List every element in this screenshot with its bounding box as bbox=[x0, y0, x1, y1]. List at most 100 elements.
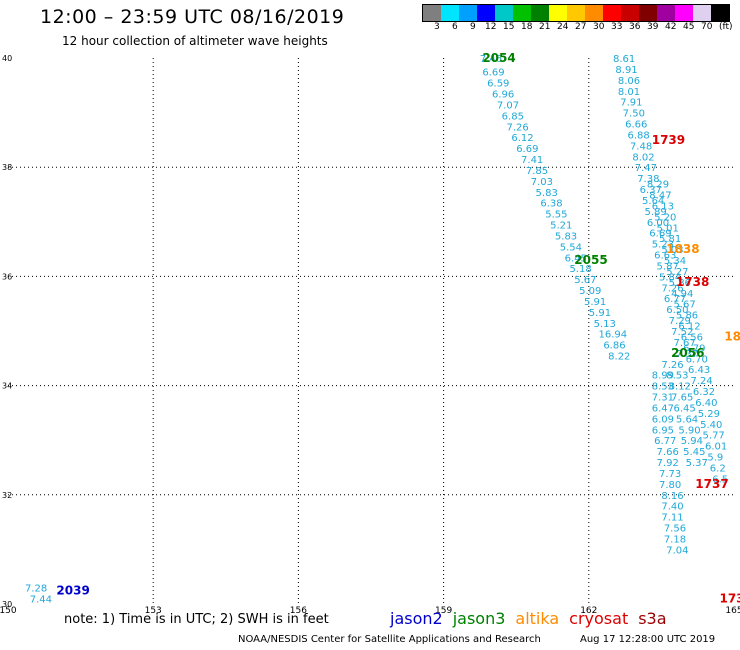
wave-height-point: 7.47 bbox=[635, 163, 657, 174]
y-tick-label: 32 bbox=[2, 491, 12, 500]
pass-time-label: 2055 bbox=[574, 253, 607, 267]
pass-time-label: 2056 bbox=[671, 346, 704, 360]
wave-height-point: 7.66 bbox=[657, 447, 679, 458]
wave-height-point: 7.44 bbox=[30, 595, 52, 606]
wave-height-point: 5.64 bbox=[642, 196, 664, 207]
wave-height-point: 5.67 bbox=[574, 275, 596, 286]
color-swatch bbox=[549, 5, 567, 21]
color-scale-label: 3 bbox=[434, 22, 440, 32]
pass-time-label: 1739 bbox=[652, 133, 685, 147]
pass-time-label: 2054 bbox=[482, 51, 515, 65]
color-swatch bbox=[693, 5, 711, 21]
wave-height-point: 7.31 bbox=[652, 393, 674, 404]
wave-height-point: 7.24 bbox=[690, 376, 712, 387]
satellite-label-jason3: jason3 bbox=[452, 609, 506, 628]
wave-height-point: 8.61 bbox=[613, 54, 635, 65]
chart-subtitle: 12 hour collection of altimeter wave hei… bbox=[62, 34, 328, 48]
wave-height-point: 16.94 bbox=[598, 330, 627, 341]
credit-line: NOAA/NESDIS Center for Satellite Applica… bbox=[238, 634, 541, 645]
wave-height-point: 8.22 bbox=[608, 352, 630, 363]
chart-note: note: 1) Time is in UTC; 2) SWH is in fe… bbox=[64, 612, 329, 627]
wave-height-point: 6.79 bbox=[683, 343, 705, 354]
wave-height-point: 6.12 bbox=[511, 133, 533, 144]
color-swatch bbox=[657, 5, 675, 21]
wave-height-point: 7.37 bbox=[676, 349, 698, 360]
color-swatch bbox=[477, 5, 495, 21]
wave-height-point: 5.29 bbox=[698, 409, 720, 420]
wave-height-point: 8.47 bbox=[649, 191, 671, 202]
x-tick-label: 150 bbox=[0, 606, 17, 616]
x-tick-label: 159 bbox=[435, 606, 452, 616]
wave-height-point: 5.67 bbox=[674, 300, 696, 311]
color-scale-label: 24 bbox=[557, 22, 569, 32]
color-swatch bbox=[513, 5, 531, 21]
wave-height-point: 8.01 bbox=[618, 87, 640, 98]
satellite-label-jason2: jason2 bbox=[390, 609, 443, 628]
y-tick-label: 30 bbox=[2, 600, 12, 609]
wave-height-point: 5.45 bbox=[683, 447, 705, 458]
x-tick-label: 165 bbox=[725, 606, 740, 616]
wave-height-point: 7.40 bbox=[661, 502, 683, 513]
color-scale-label: 30 bbox=[593, 22, 605, 32]
wave-height-point: 6.01 bbox=[705, 442, 727, 453]
wave-height-point: 7.28 bbox=[25, 584, 47, 595]
color-scale-label: 9 bbox=[470, 22, 476, 32]
wave-height-point: 8.29 bbox=[647, 180, 669, 191]
color-scale-label: 33 bbox=[611, 22, 623, 32]
wave-height-point: 6.77 bbox=[654, 436, 676, 447]
wave-height-point: 5.91 bbox=[584, 297, 606, 308]
wave-height-point: 8.12 bbox=[669, 382, 691, 393]
color-scale-label: 18 bbox=[521, 22, 533, 32]
wave-height-point: 6.00 bbox=[647, 218, 669, 229]
x-tick-label: 156 bbox=[290, 606, 307, 616]
color-swatch bbox=[585, 5, 603, 21]
wave-height-point: 5.37 bbox=[686, 458, 708, 469]
color-swatch bbox=[675, 5, 693, 21]
wave-height-point: 5.21 bbox=[550, 221, 572, 232]
wave-height-point: 6.09 bbox=[652, 414, 674, 425]
y-tick-label: 34 bbox=[2, 382, 12, 391]
wave-height-point: 7.56 bbox=[664, 524, 686, 535]
wave-height-point: 6.45 bbox=[565, 253, 587, 264]
wave-height-point: 5.23 bbox=[652, 240, 674, 251]
wave-height-point: 6.69 bbox=[482, 68, 504, 79]
chart-title: 12:00 – 23:59 UTC 08/16/2019 bbox=[40, 6, 345, 28]
color-swatch bbox=[423, 5, 441, 21]
wave-height-point: 6.50 bbox=[666, 305, 688, 316]
color-scale-label: 21 bbox=[539, 22, 551, 32]
wave-height-point: 5.84 bbox=[659, 272, 681, 283]
color-swatch bbox=[567, 5, 585, 21]
wave-height-point: 5.20 bbox=[654, 212, 676, 223]
wave-height-point: 6.56 bbox=[681, 332, 703, 343]
wave-height-point: 6.32 bbox=[693, 387, 715, 398]
wave-height-point: 6.12 bbox=[678, 322, 700, 333]
wave-height-point: 6.95 bbox=[652, 425, 674, 436]
wave-height-point: 5.90 bbox=[678, 425, 700, 436]
wave-height-point: 7.73 bbox=[659, 469, 681, 480]
wave-height-point: 5.13 bbox=[594, 319, 616, 330]
color-scale-label: 42 bbox=[665, 22, 677, 32]
color-swatch bbox=[459, 5, 477, 21]
wave-height-point: 5.03 bbox=[661, 245, 683, 256]
wave-height-point: 5.86 bbox=[676, 311, 698, 322]
wave-height-point: 7.85 bbox=[526, 166, 548, 177]
wave-height-point: 6.47 bbox=[652, 403, 674, 414]
wave-height-point: 6.66 bbox=[625, 120, 647, 131]
color-swatch bbox=[495, 5, 513, 21]
wave-height-point: 5.89 bbox=[644, 207, 666, 218]
wave-height-point: 5.9 bbox=[707, 453, 723, 464]
color-scale-label: 70 bbox=[701, 22, 713, 32]
wave-height-point: 7.91 bbox=[620, 98, 642, 109]
wave-height-point: 6.45 bbox=[674, 403, 696, 414]
wave-height-point: 5.64 bbox=[676, 414, 698, 425]
y-tick-label: 36 bbox=[2, 272, 12, 281]
wave-height-point: 7.03 bbox=[531, 177, 553, 188]
color-scale-bar bbox=[422, 4, 730, 22]
pass-time-label: 1838 bbox=[666, 242, 699, 256]
wave-height-point: 7.26 bbox=[507, 122, 529, 133]
wave-height-point: 5.54 bbox=[560, 242, 582, 253]
wave-height-point: 5.91 bbox=[589, 308, 611, 319]
color-scale-label: 6 bbox=[452, 22, 458, 32]
wave-height-point: 7.50 bbox=[623, 109, 645, 120]
